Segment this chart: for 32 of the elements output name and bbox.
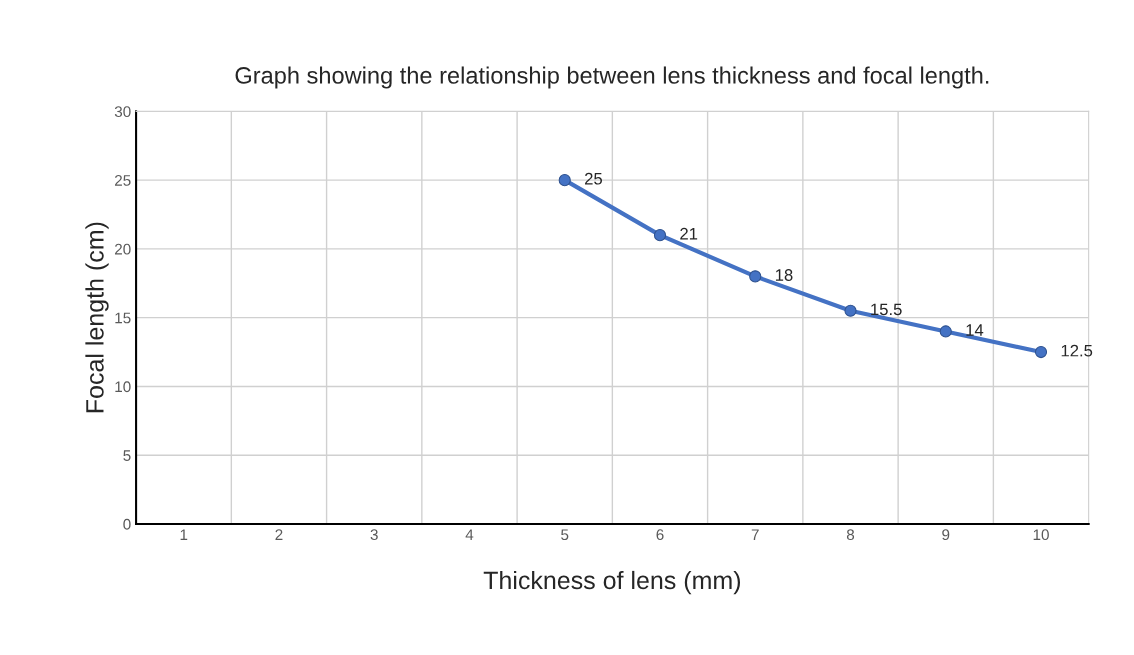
x-tick-label: 1 <box>180 529 188 540</box>
x-tick-label: 6 <box>656 529 664 541</box>
x-tick-label: 3 <box>370 529 378 541</box>
x-tick-label: 8 <box>846 529 855 541</box>
point <box>844 304 857 317</box>
data-label: 12.5 <box>1061 344 1093 357</box>
x-tick-label: 7 <box>751 529 759 540</box>
y-tick-label: 10 <box>115 381 131 393</box>
point <box>558 174 571 187</box>
data-label: 25 <box>585 172 603 185</box>
x-tick-label: 2 <box>275 529 283 540</box>
x-tick-label: 4 <box>465 529 474 540</box>
point <box>939 325 952 338</box>
point <box>749 270 762 283</box>
point <box>1034 345 1048 359</box>
x-tick-label: 10 <box>1033 529 1049 541</box>
data-label: 14 <box>966 324 984 336</box>
x-tick-label: 9 <box>942 529 950 541</box>
x-tick-label: 5 <box>561 529 569 541</box>
data-label: 21 <box>680 227 698 240</box>
y-axis-title: Focal length (cm) <box>85 222 109 413</box>
y-tick-label: 5 <box>123 450 131 461</box>
y-tick-label: 20 <box>115 243 131 255</box>
data-label: 18 <box>775 269 793 281</box>
chart-title: Graph showing the relationship between lens thickness and focal length. <box>235 66 989 89</box>
y-tick-label: 30 <box>114 106 131 118</box>
data-label: 15.5 <box>871 303 902 316</box>
point <box>653 229 667 242</box>
y-tick-label: 25 <box>115 174 131 186</box>
y-tick-label: 0 <box>123 518 131 530</box>
y-tick-label: 15 <box>115 312 131 324</box>
x-axis-title: Thickness of lens (mm) <box>483 570 741 595</box>
